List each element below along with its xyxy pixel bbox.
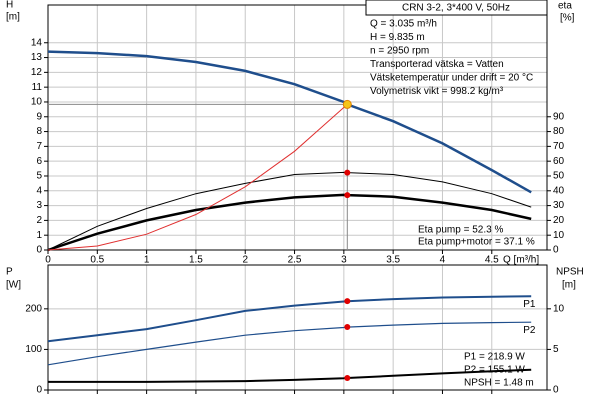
y2-tick-label: 50 [553, 171, 565, 182]
curve [47, 50, 532, 194]
x-tick-label: 3.5 [386, 255, 400, 266]
x-tick-label: 4.5 [485, 255, 499, 266]
info-line: n = 2950 rpm [370, 46, 429, 57]
y2-axis-unit: [m] [562, 280, 576, 291]
info-line: Vätsketemperatur under drift = 20 °C [370, 73, 533, 84]
y-tick-label: 4 [36, 185, 42, 196]
y-tick-label: 200 [25, 303, 42, 314]
power-note: P2 = 155.1 W [464, 365, 525, 376]
curve [47, 171, 532, 251]
y-axis-unit: [W] [6, 280, 21, 291]
plot-frame [47, 4, 548, 251]
curve [47, 295, 532, 343]
y2-tick-label: 20 [553, 215, 565, 226]
y-axis-label: P [6, 267, 13, 278]
curve [47, 104, 348, 251]
plot-frame [47, 264, 548, 391]
chart-title: CRN 3-2, 3*400 V, 50Hz [402, 3, 510, 14]
eta-note: Eta pump+motor = 37.1 % [418, 237, 535, 248]
info-line: H = 9.835 m [370, 32, 425, 43]
y-tick-label: 0 [36, 245, 42, 256]
power-note: P1 = 218.9 W [464, 352, 525, 363]
y-tick-label: 5 [36, 171, 42, 182]
curve [47, 193, 532, 252]
x-tick-label: 0.5 [90, 255, 104, 266]
y-tick-label: 9 [36, 111, 42, 122]
y-tick-label: 3 [36, 200, 42, 211]
info-line: Q = 3.035 m³/h [370, 19, 437, 30]
x-tick-label: 1.5 [189, 255, 203, 266]
x-tick-label: 4 [440, 255, 446, 266]
y-axis-unit: [m] [6, 12, 20, 23]
operating-point [342, 99, 352, 109]
x-tick-label: 0 [45, 255, 51, 266]
y-tick-label: 14 [31, 37, 43, 48]
x-tick-label: 2 [242, 255, 248, 266]
curve [47, 321, 532, 366]
y-tick-label: 2 [36, 215, 42, 226]
y-tick-label: 10 [31, 97, 43, 108]
y-tick-label: 11 [32, 82, 43, 93]
y-tick-label: 7 [36, 141, 42, 152]
y-tick-label: 13 [31, 52, 43, 63]
title-box [365, 0, 548, 16]
y2-axis-unit: [%] [560, 13, 575, 24]
info-line: Transporterad vätska = Vatten [370, 59, 504, 70]
y-tick-label: 12 [31, 67, 43, 78]
y-tick-label: 1 [36, 230, 42, 241]
x-tick-label: 3 [341, 255, 347, 266]
y2-axis-label: NPSH [556, 267, 584, 278]
y2-tick-label: 0 [553, 245, 559, 256]
operating-point [344, 324, 351, 331]
x-axis-label: Q [m³/h] [503, 255, 539, 266]
y2-tick-label: 90 [553, 111, 565, 122]
y-tick-label: 8 [36, 126, 42, 137]
power-note: NPSH = 1.48 m [464, 378, 534, 389]
y-tick-label: 6 [36, 156, 42, 167]
eta-note: Eta pump = 52.3 % [418, 225, 503, 236]
y2-tick-label: 40 [553, 185, 565, 196]
x-tick-label: 1 [144, 255, 150, 266]
y2-tick-label: 0 [553, 385, 559, 396]
operating-point [344, 374, 351, 381]
y2-axis-label: eta [558, 1, 572, 12]
y-tick-label: 0 [36, 385, 42, 396]
operating-point [344, 298, 351, 305]
operating-point [344, 192, 351, 199]
y2-tick-label: 10 [553, 303, 565, 314]
y-axis-label: H [6, 0, 13, 11]
x-tick-label: 2.5 [288, 255, 302, 266]
y2-tick-label: 5 [553, 344, 559, 355]
y2-tick-label: 30 [553, 200, 565, 211]
curve [48, 368, 532, 383]
info-line: Volymetrisk vikt = 998.2 kg/m³ [370, 86, 504, 97]
y2-tick-label: 60 [553, 156, 565, 167]
operating-point [344, 169, 351, 176]
y2-tick-label: 70 [553, 141, 565, 152]
series-label: P2 [523, 325, 536, 336]
y-tick-label: 100 [25, 344, 42, 355]
y2-tick-label: 80 [553, 126, 565, 137]
series-label: P1 [523, 299, 536, 310]
y2-tick-label: 10 [553, 230, 565, 241]
